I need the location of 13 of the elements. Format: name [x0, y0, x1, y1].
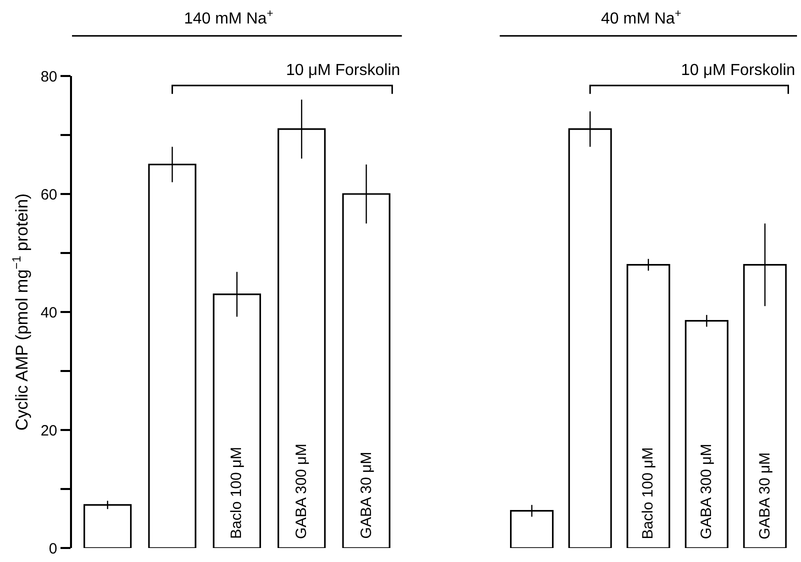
- y-tick-label: 0: [48, 540, 58, 558]
- x-tick-label: Baclo 100 μM: [228, 446, 246, 539]
- y-tick-label: 60: [40, 186, 58, 204]
- annotation: 10 μM Forskolin: [286, 62, 400, 79]
- x-tick-label: GABA 300 μM: [293, 444, 310, 540]
- annotation: 10 μM Forskolin: [681, 62, 796, 79]
- y-tick-label: 80: [40, 68, 58, 86]
- text: 40 mM Na$^{+}$: [601, 8, 682, 28]
- bar: [83, 504, 132, 548]
- y-tick-label: 40: [40, 304, 58, 322]
- text: 140 mM Na$^{+}$: [184, 8, 274, 28]
- x-tick-label: GABA 30 μM: [358, 452, 375, 539]
- y-tick-label: 20: [40, 422, 58, 440]
